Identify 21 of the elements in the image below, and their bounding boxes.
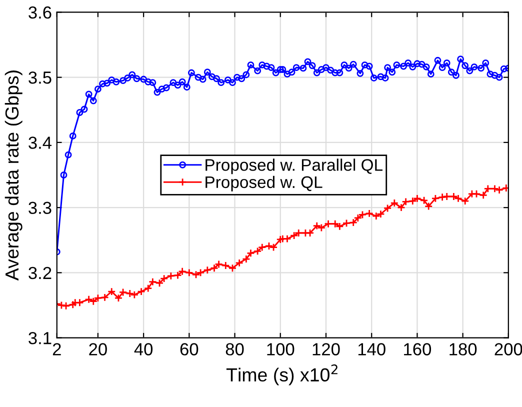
y-axis-title: Average data rate (Gbps)	[4, 70, 22, 281]
y-tick-label: 3.6	[28, 6, 52, 19]
x-axis-title: Time (s) x10$^{2}$	[226, 364, 338, 386]
y-tick-label: 3.1	[28, 332, 52, 344]
x-tick-label: 140	[358, 343, 386, 356]
legend-label: Proposed w. QL	[206, 176, 322, 192]
x-tick-label: 100	[267, 343, 294, 356]
x-tick-label: 2	[52, 343, 61, 356]
x-tick-label: 20	[89, 343, 107, 356]
x-tick-label: 160	[404, 343, 432, 356]
x-tick-label: 40	[134, 343, 153, 356]
x-tick-label: 80	[226, 343, 244, 356]
y-tick-label: 3.5	[28, 72, 52, 84]
x-tick-label: 180	[450, 343, 477, 356]
y-tick-label: 3.4	[28, 136, 52, 149]
x-tick-label: 120	[312, 343, 340, 356]
y-tick-label: 3.3	[28, 202, 52, 214]
x-tick-label: 200	[494, 343, 522, 356]
y-tick-label: 3.2	[28, 266, 52, 280]
x-tick-label: 60	[180, 343, 198, 356]
legend-label: Proposed w. Parallel QL	[206, 158, 382, 174]
